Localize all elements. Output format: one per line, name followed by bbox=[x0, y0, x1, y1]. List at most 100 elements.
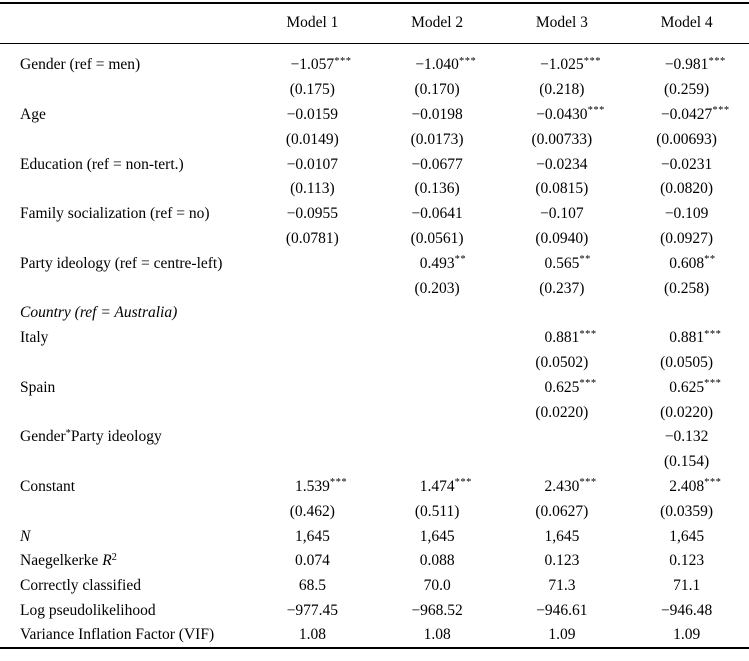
row-label bbox=[0, 351, 250, 376]
cell-value: 1.539 bbox=[294, 477, 330, 495]
value-cell bbox=[375, 425, 500, 450]
cell-value: −0.0107 bbox=[286, 155, 339, 173]
cell-value: 2.430 bbox=[544, 477, 580, 495]
cell-value: −0.0430 bbox=[536, 105, 588, 123]
value-cell: (0.0359) bbox=[624, 499, 749, 524]
row-label: Variance Inflation Factor (VIF) bbox=[0, 623, 250, 648]
label-superscript: * bbox=[65, 427, 71, 439]
value-cell: −1.040*** bbox=[415, 55, 477, 74]
row-label bbox=[0, 400, 250, 425]
value-cell bbox=[250, 251, 375, 276]
value-cell: −0.0677 bbox=[375, 152, 500, 177]
row-label bbox=[0, 499, 250, 524]
value-cell: (0.0940) bbox=[500, 227, 625, 252]
table-row: Spain 0.625*** 0.625*** bbox=[0, 375, 749, 400]
value-cell bbox=[500, 450, 625, 475]
cell-value: 1,645 bbox=[669, 527, 705, 545]
table-row: Gender (ref = men) −1.057*** −1.040*** −1.0… bbox=[0, 53, 749, 78]
table-row: (0.0220) (0.0220) bbox=[0, 400, 749, 425]
value-cell: (0.0220) bbox=[624, 400, 749, 425]
cell-value: −0.107 bbox=[540, 205, 584, 223]
cell-value: 70.0 bbox=[423, 577, 451, 595]
value-cell: (0.0149) bbox=[250, 127, 375, 152]
table-row: Constant 1.539*** 1.474*** 2.430*** 2.408*** bbox=[0, 475, 749, 500]
cell-value: −0.0641 bbox=[411, 205, 463, 223]
value-cell: (0.0781) bbox=[250, 227, 375, 252]
cell-value: 1.08 bbox=[298, 626, 326, 644]
cell-value: (0.136) bbox=[414, 180, 460, 198]
cell-value: (0.259) bbox=[664, 81, 710, 99]
cell-value: (0.0220) bbox=[535, 403, 589, 421]
row-label: Family socialization (ref = no) bbox=[0, 202, 250, 227]
cell-value: −946.61 bbox=[536, 601, 588, 619]
table-row: (0.0149) (0.0173) (0.00733) (0.00693) bbox=[0, 127, 749, 152]
table-header: Model 1 Model 2 Model 3 Model 4 bbox=[0, 3, 749, 44]
row-label bbox=[0, 177, 250, 202]
cell-value: (0.0627) bbox=[535, 502, 589, 520]
value-cell: 0.881*** bbox=[544, 328, 597, 347]
table-row: Variance Inflation Factor (VIF) 1.08 1.08 1… bbox=[0, 623, 749, 648]
cell-value: (0.0561) bbox=[410, 229, 464, 247]
cell-value: −968.52 bbox=[411, 601, 463, 619]
table-row: (0.462) (0.511) (0.0627) (0.0359) bbox=[0, 499, 749, 524]
value-cell: −977.45 bbox=[250, 599, 375, 624]
cell-value: 71.1 bbox=[673, 577, 701, 595]
row-label: Gender (ref = men) bbox=[0, 53, 250, 78]
cell-value: −0.981 bbox=[664, 56, 709, 74]
value-cell: −0.109 bbox=[624, 202, 749, 227]
table-row: Gender*Party ideology −0.132 bbox=[0, 425, 749, 450]
value-cell: (0.0561) bbox=[375, 227, 500, 252]
cell-value: (0.0927) bbox=[660, 229, 714, 247]
table-row: (0.0781) (0.0561) (0.0940) (0.0927) bbox=[0, 227, 749, 252]
value-cell bbox=[250, 351, 375, 376]
cell-value: −946.48 bbox=[660, 601, 713, 619]
row-label: N bbox=[0, 524, 250, 549]
value-cell: (0.175) bbox=[250, 78, 375, 103]
cell-value: 0.123 bbox=[669, 552, 705, 570]
cell-value: 0.565 bbox=[544, 254, 580, 272]
cell-value: 71.3 bbox=[548, 577, 576, 595]
value-cell: 2.430*** bbox=[544, 477, 597, 495]
value-cell: −0.132 bbox=[624, 425, 749, 450]
value-cell bbox=[250, 276, 375, 301]
header-blank-cell bbox=[0, 3, 250, 44]
value-cell: 68.5 bbox=[250, 574, 375, 599]
cell-value: −0.0234 bbox=[536, 155, 588, 173]
cell-value: (0.0505) bbox=[660, 353, 714, 371]
value-cell: −0.0234 bbox=[500, 152, 625, 177]
cell-value: 0.881 bbox=[544, 329, 580, 347]
value-cell bbox=[250, 301, 375, 326]
cell-value: 1.09 bbox=[548, 626, 576, 644]
label-text: Correctly classified bbox=[20, 577, 141, 595]
cell-value: (0.0359) bbox=[660, 502, 714, 520]
cell-value: (0.218) bbox=[539, 81, 585, 99]
value-cell: 1.08 bbox=[375, 623, 500, 648]
value-cell: 1.539*** bbox=[294, 477, 348, 495]
row-label bbox=[0, 127, 250, 152]
cell-value: (0.154) bbox=[664, 453, 710, 471]
cell-value: −1.025 bbox=[540, 56, 584, 74]
label-text: Naegelkerke bbox=[20, 552, 103, 570]
value-cell: −0.0198 bbox=[375, 103, 500, 128]
label-text: Spain bbox=[20, 378, 56, 396]
cell-value: 1.474 bbox=[419, 477, 455, 495]
cell-value: 1,645 bbox=[544, 527, 580, 545]
value-cell: (0.00693) bbox=[624, 127, 749, 152]
cell-value: 1.08 bbox=[423, 626, 451, 644]
cell-value: −1.040 bbox=[415, 56, 459, 74]
value-cell: (0.218) bbox=[500, 78, 625, 103]
cell-value: (0.0781) bbox=[285, 229, 339, 247]
value-cell: (0.0502) bbox=[500, 351, 625, 376]
value-cell: 0.074 bbox=[250, 549, 375, 574]
value-cell bbox=[375, 375, 500, 400]
value-cell: −946.61 bbox=[500, 599, 625, 624]
table-row: (0.175) (0.170) (0.218) (0.259) bbox=[0, 78, 749, 103]
label-text: Gender bbox=[20, 428, 66, 446]
cell-value: (0.00693) bbox=[656, 130, 717, 148]
value-cell: (0.0505) bbox=[624, 351, 749, 376]
cell-value: 1,645 bbox=[294, 527, 330, 545]
cell-value: (0.237) bbox=[539, 279, 585, 297]
value-cell: 1,645 bbox=[500, 524, 625, 549]
